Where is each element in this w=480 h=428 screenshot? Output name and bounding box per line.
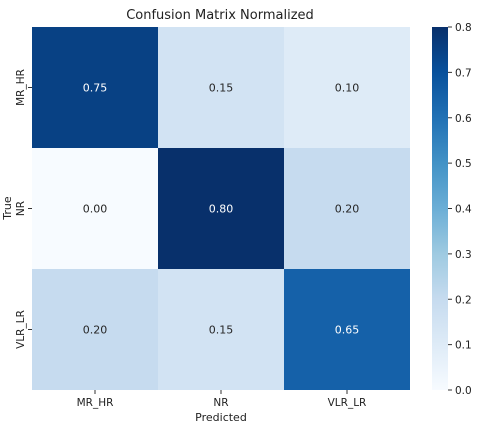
heatmap-cell-labels: 0.75 0.15 0.10 0.00 0.80 0.20 0.20 0.15 0.65 [83, 82, 360, 337]
x-tick-label: MR_HR [77, 397, 114, 409]
cell-value-label: 0.15 [209, 324, 234, 337]
heatmap-cell [158, 27, 284, 148]
heatmap-cell [284, 269, 410, 390]
heatmap-cell [32, 269, 158, 390]
y-axis-label: True [1, 196, 14, 221]
heatmap-cell [32, 148, 158, 269]
y-tick-label: MR_HR [15, 69, 27, 106]
x-tick-label: VLR_LR [328, 397, 367, 409]
cell-value-label: 0.65 [335, 324, 360, 337]
cell-value-label: 0.15 [209, 82, 234, 95]
heatmap-cells [32, 27, 410, 390]
heatmap-cell [158, 148, 284, 269]
colorbar-tick-label: 0.3 [455, 249, 472, 261]
colorbar-tick-label: 0.0 [455, 385, 472, 397]
x-axis-label: Predicted [195, 411, 247, 424]
heatmap-cell [284, 148, 410, 269]
colorbar-tick-label: 0.7 [455, 67, 472, 79]
colorbar-tick-label: 0.1 [455, 340, 472, 352]
heatmap-cell [284, 27, 410, 148]
chart-title: Confusion Matrix Normalized [126, 8, 314, 23]
colorbar-tick-label: 0.8 [455, 22, 472, 34]
colorbar-tick-label: 0.6 [455, 113, 472, 125]
cell-value-label: 0.10 [335, 82, 360, 95]
cell-value-label: 0.80 [209, 203, 234, 216]
cell-value-label: 0.75 [83, 82, 108, 95]
cell-value-label: 0.20 [83, 324, 108, 337]
colorbar-ticks: 0.0 0.1 0.2 0.3 0.4 0.5 0.6 0.7 0.8 [448, 22, 472, 397]
heatmap-cell [32, 27, 158, 148]
colorbar-tick-label: 0.2 [455, 294, 472, 306]
colorbar [432, 27, 448, 390]
cell-value-label: 0.00 [83, 203, 108, 216]
x-axis: MR_HR NR VLR_LR [77, 390, 367, 409]
heatmap-cell [158, 269, 284, 390]
y-axis: MR_HR NR VLR_LR [15, 69, 32, 349]
colorbar-tick-label: 0.4 [455, 204, 472, 216]
cell-value-label: 0.20 [335, 203, 360, 216]
x-tick-label: NR [213, 397, 228, 409]
y-tick-label: NR [15, 201, 27, 216]
y-tick-label: VLR_LR [15, 310, 27, 349]
colorbar-tick-label: 0.5 [455, 158, 472, 170]
